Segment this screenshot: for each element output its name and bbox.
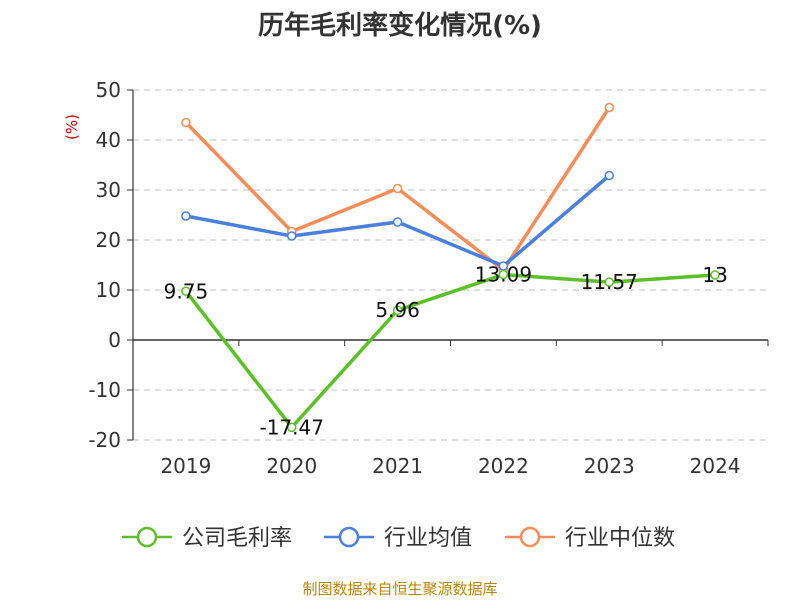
legend-item-2[interactable]: 行业中位数 xyxy=(505,526,675,551)
legend-swatch-marker xyxy=(338,526,360,548)
data-label: 11.57 xyxy=(581,270,638,294)
y-tick-labels: 50 40 30 20 10 0 -10 -20 xyxy=(88,78,121,452)
legend-swatch-marker xyxy=(136,526,158,548)
y-tick-label: 50 xyxy=(96,78,121,102)
series-lines xyxy=(184,106,716,430)
y-tick-label: 0 xyxy=(108,328,121,352)
y-tick-label: 30 xyxy=(96,178,121,202)
legend-label: 公司毛利率 xyxy=(182,526,292,551)
x-tick-label: 2020 xyxy=(266,454,317,478)
y-tick-label: 10 xyxy=(96,278,121,302)
legend-item-0[interactable]: 公司毛利率 xyxy=(122,526,292,551)
source-note: 制图数据来自恒生聚源数据库 xyxy=(302,580,497,598)
x-tick-label: 2023 xyxy=(584,454,635,478)
data-label: 13.09 xyxy=(475,263,532,287)
series-point[interactable] xyxy=(604,277,614,287)
series-points xyxy=(181,102,720,433)
series-point[interactable] xyxy=(498,269,509,280)
y-axis-unit: (%) xyxy=(63,114,81,140)
y-tick-label: 40 xyxy=(96,128,121,152)
y-tick-label: -10 xyxy=(88,378,121,402)
series-point[interactable] xyxy=(181,211,191,221)
data-label: -17.47 xyxy=(260,415,324,439)
series-point[interactable] xyxy=(181,286,191,296)
legend[interactable]: 公司毛利率 行业均值 行业中位数 xyxy=(122,526,675,551)
y-tick-label: 20 xyxy=(96,228,121,252)
data-label: 13 xyxy=(702,263,727,287)
data-label: 5.96 xyxy=(375,298,420,322)
series-point[interactable] xyxy=(181,117,191,128)
y-tick-label: -20 xyxy=(88,428,121,452)
grid-lines xyxy=(133,89,768,441)
x-tick-label: 2024 xyxy=(690,454,741,478)
series-point[interactable] xyxy=(392,305,403,315)
data-label: 9.75 xyxy=(164,279,209,303)
chart-title: 历年毛利率变化情况(%) xyxy=(258,10,542,41)
axes xyxy=(127,89,769,441)
legend-label: 行业均值 xyxy=(384,526,472,551)
legend-item-1[interactable]: 行业均值 xyxy=(324,526,472,551)
legend-swatch-marker xyxy=(519,526,541,548)
series-point[interactable] xyxy=(392,217,403,227)
x-tick-labels: 2019 2020 2021 2022 2023 2024 xyxy=(160,454,740,478)
series-line-0 xyxy=(184,272,716,430)
x-tick-label: 2021 xyxy=(372,454,423,478)
series-point[interactable] xyxy=(287,231,297,241)
series-point[interactable] xyxy=(710,270,720,280)
series-point[interactable] xyxy=(287,422,297,433)
series-point[interactable] xyxy=(392,183,403,194)
x-tick-label: 2019 xyxy=(160,454,211,478)
series-point[interactable] xyxy=(604,170,614,181)
series-point[interactable] xyxy=(604,102,614,113)
x-tick-label: 2022 xyxy=(478,454,529,478)
data-labels: 9.75 -17.47 5.96 13.09 11.57 13 xyxy=(164,263,728,440)
legend-label: 行业中位数 xyxy=(565,526,675,551)
